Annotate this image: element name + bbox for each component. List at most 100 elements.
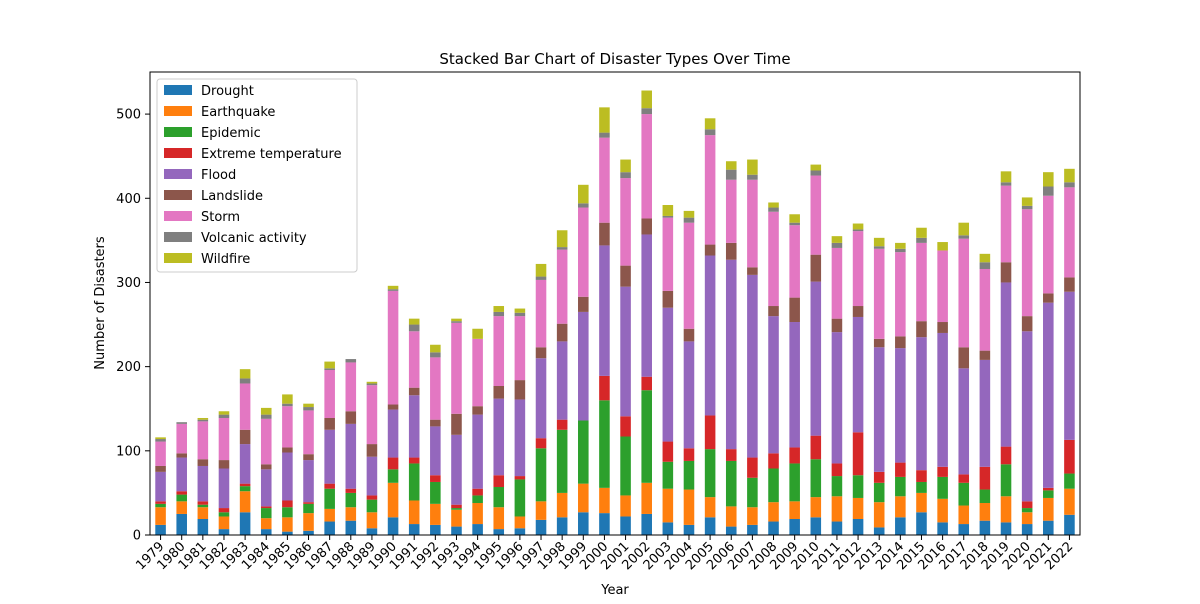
bar-segment-flood-2011 — [831, 332, 843, 464]
bar-segment-wildfire-2002 — [641, 90, 652, 109]
legend: Drought Earthquake Epidemic Extreme tempera… — [156, 78, 358, 273]
bar-segment-landslide-2010 — [810, 254, 822, 282]
bar-segment-landslide-2016 — [937, 322, 948, 333]
bar-segment-storm-2017 — [958, 238, 970, 348]
bar-segment-epidemic-2012 — [852, 475, 864, 498]
bar-segment-storm-2020 — [1021, 209, 1033, 317]
bar-segment-epidemic-1980 — [176, 494, 187, 502]
bar-segment-earthquake-2003 — [662, 488, 674, 523]
bar-segment-flood-2000 — [599, 245, 610, 376]
bar-segment-extreme-temperature-2018 — [979, 466, 991, 490]
bar-segment-storm-2001 — [620, 178, 631, 266]
bar-segment-drought-2011 — [831, 521, 843, 535]
bar-segment-extreme-temperature-2006 — [725, 449, 737, 461]
bar-segment-extreme-temperature-2020 — [1021, 501, 1033, 509]
bar-segment-flood-2001 — [620, 286, 631, 417]
bar-segment-landslide-1986 — [303, 454, 314, 461]
bar-segment-epidemic-1983 — [239, 486, 251, 492]
bar-segment-wildfire-2004 — [683, 210, 695, 218]
bar-segment-volcanic-activity-1985 — [282, 403, 293, 407]
bar-segment-flood-2022 — [1064, 291, 1075, 440]
bar-segment-wildfire-2010 — [810, 164, 822, 171]
bar-segment-extreme-temperature-1979 — [155, 501, 166, 504]
bar-segment-earthquake-2001 — [620, 495, 631, 517]
y-tick-label: 400 — [116, 192, 141, 207]
legend-swatch — [164, 148, 192, 158]
x-axis: 1979198019811982198319841985198619871988… — [133, 535, 1076, 573]
bar-segment-landslide-2009 — [789, 297, 800, 323]
legend-swatch — [164, 85, 192, 95]
bar-segment-flood-2015 — [916, 337, 927, 471]
bar-segment-storm-2022 — [1064, 187, 1075, 278]
bar-segment-epidemic-2015 — [916, 481, 927, 493]
bar-segment-drought-2022 — [1064, 514, 1075, 535]
bar-segment-earthquake-2009 — [789, 501, 800, 520]
bar-segment-extreme-temperature-1989 — [366, 495, 378, 500]
bar-segment-wildfire-2012 — [852, 223, 864, 230]
bar-segment-epidemic-2017 — [958, 482, 970, 506]
bar-segment-flood-1988 — [345, 423, 357, 489]
bar-segment-extreme-temperature-2000 — [599, 375, 610, 401]
bar-segment-storm-1992 — [430, 357, 441, 420]
bar-segment-flood-2021 — [1043, 302, 1054, 488]
bar-segment-drought-1993 — [451, 526, 462, 535]
bar-segment-extreme-temperature-2001 — [620, 416, 631, 437]
bar-segment-flood-2018 — [979, 359, 991, 467]
bar-segment-volcanic-activity-2000 — [599, 132, 610, 138]
legend-swatch — [164, 127, 192, 137]
bar-segment-wildfire-1984 — [260, 407, 272, 415]
bar-segment-volcanic-activity-2008 — [768, 207, 779, 212]
bar-segment-wildfire-2005 — [704, 118, 716, 130]
bar-segment-epidemic-2005 — [704, 449, 716, 498]
bar-segment-landslide-2006 — [725, 242, 737, 260]
bar-segment-volcanic-activity-2005 — [704, 129, 716, 136]
bar-segment-epidemic-1985 — [282, 507, 293, 518]
bar-segment-extreme-temperature-1981 — [197, 501, 209, 505]
bar-segment-landslide-2000 — [599, 222, 610, 246]
bar-segment-volcanic-activity-1981 — [197, 419, 209, 422]
bar-segment-epidemic-2011 — [831, 476, 843, 497]
legend-box — [156, 78, 358, 273]
bar-segment-epidemic-1986 — [303, 503, 314, 514]
bar-segment-wildfire-2009 — [789, 214, 800, 223]
bar-segment-storm-1979 — [155, 441, 166, 466]
bar-segment-flood-1983 — [239, 444, 251, 484]
bar-segment-extreme-temperature-2009 — [789, 447, 800, 464]
bar-segment-drought-1982 — [218, 529, 230, 535]
bar-segment-landslide-1995 — [493, 385, 505, 399]
bar-segment-epidemic-1998 — [556, 429, 568, 493]
bar-segment-epidemic-1994 — [472, 495, 483, 504]
bar-segment-storm-1991 — [408, 331, 420, 388]
bar-segment-wildfire-1998 — [556, 230, 568, 248]
legend-label: Epidemic — [201, 126, 261, 141]
bar-segment-epidemic-2013 — [873, 482, 885, 503]
y-tick-label: 0 — [133, 529, 141, 544]
bar-segment-flood-1981 — [197, 465, 209, 502]
bar-segment-drought-1991 — [408, 524, 420, 535]
bar-segment-drought-2000 — [599, 513, 610, 535]
bar-segment-epidemic-1995 — [493, 487, 505, 508]
bar-segment-wildfire-1991 — [408, 318, 420, 325]
y-tick-label: 500 — [116, 108, 141, 123]
bar-segment-flood-2019 — [1000, 282, 1012, 447]
bar-segment-earthquake-2018 — [979, 503, 991, 521]
bar-segment-wildfire-1997 — [535, 263, 547, 277]
bar-segment-drought-1987 — [324, 521, 335, 535]
bar-segment-wildfire-2008 — [768, 202, 779, 208]
bar-segment-landslide-2003 — [662, 290, 674, 308]
bar-segment-extreme-temperature-2022 — [1064, 439, 1075, 474]
bar-segment-storm-2021 — [1043, 195, 1054, 294]
bar-segment-volcanic-activity-1997 — [535, 276, 547, 280]
legend-swatch — [164, 169, 192, 179]
y-tick-label: 200 — [116, 360, 141, 375]
bar-segment-wildfire-1985 — [282, 394, 293, 404]
bar-segment-storm-2006 — [725, 179, 737, 243]
bar-segment-drought-2021 — [1043, 520, 1054, 535]
legend-label: Storm — [201, 210, 240, 225]
bar-segment-wildfire-2022 — [1064, 168, 1075, 183]
bar-segment-wildfire-1982 — [218, 411, 230, 415]
bar-segment-landslide-1987 — [324, 417, 335, 430]
bar-segment-earthquake-1981 — [197, 507, 209, 520]
bar-segment-drought-2004 — [683, 524, 695, 535]
bar-segment-storm-2008 — [768, 211, 779, 307]
